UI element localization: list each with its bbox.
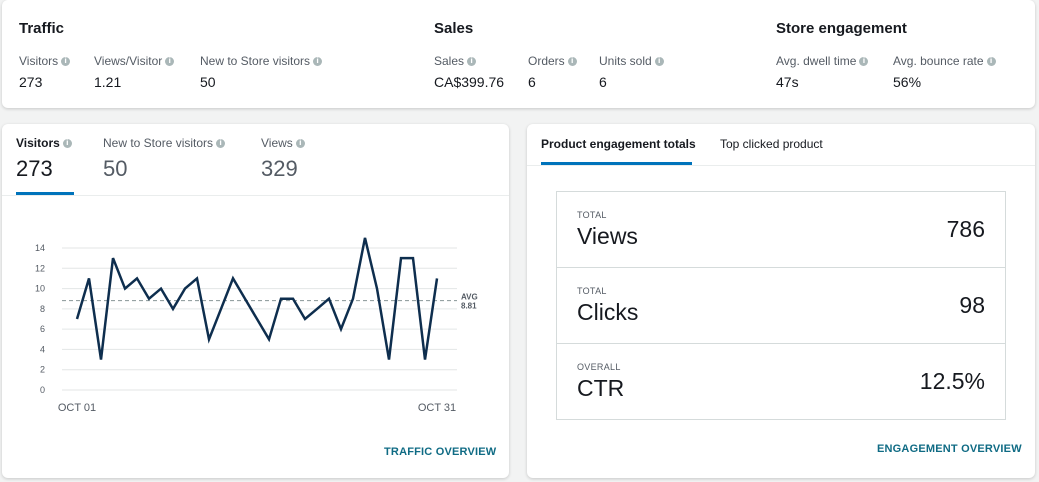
metric-label: Orders	[528, 54, 565, 68]
metric-value: 273	[19, 74, 43, 90]
stat-name: CTR	[577, 375, 625, 401]
summary-card: Traffic Visitors i 273 Views/Visitor i 1.2…	[2, 0, 1035, 108]
stat-name: Clicks	[577, 299, 639, 325]
metric-sales: Sales i CA$399.76	[434, 54, 504, 90]
tab-new-to-store-visitors[interactable]: New to Store visitors i 50	[103, 136, 226, 182]
active-tab-indicator	[541, 162, 692, 165]
tab-visitors[interactable]: Visitors i 273	[16, 136, 72, 182]
avg-label: AVG	[461, 293, 478, 302]
stat-value: 12.5%	[919, 368, 985, 394]
stat-name: Views	[577, 223, 638, 249]
info-icon[interactable]: i	[313, 56, 323, 66]
info-icon[interactable]: i	[295, 138, 305, 148]
metric-label: New to Store visitors	[200, 54, 311, 68]
metric-units-sold: Units sold i 6	[599, 54, 664, 90]
stat-row-clicks: TOTAL Clicks 98	[557, 268, 1005, 344]
tab-label: Visitors	[16, 136, 60, 150]
stat-value: 786	[946, 216, 985, 242]
y-tick-label: 4	[40, 344, 45, 354]
traffic-overview-link[interactable]: TRAFFIC OVERVIEW	[384, 446, 497, 458]
engagement-card: Product engagement totals Top clicked pr…	[527, 124, 1035, 478]
metric-value: 50	[200, 74, 216, 90]
y-tick-label: 6	[40, 324, 45, 334]
tab-views[interactable]: Views i 329	[261, 136, 305, 182]
metric-label: Sales	[434, 54, 465, 68]
metric-visitors: Visitors i 273	[19, 54, 71, 90]
metric-label: Visitors	[19, 54, 59, 68]
metric-new-to-store: New to Store visitors i 50	[200, 54, 323, 90]
y-tick-label: 0	[40, 385, 45, 395]
metric-label: Views/Visitor	[94, 54, 163, 68]
engagement-totals-box: TOTAL Views 786 TOTAL Clicks 98 OVERALL …	[556, 191, 1006, 420]
metric-value: 1.21	[94, 74, 122, 90]
metric-value: CA$399.76	[434, 74, 505, 90]
metric-label: Avg. dwell time	[776, 54, 857, 68]
info-icon[interactable]: i	[62, 138, 72, 148]
sales-title: Sales	[434, 20, 474, 37]
info-icon[interactable]: i	[567, 56, 577, 66]
metric-bounce-rate: Avg. bounce rate i 56%	[893, 54, 996, 90]
engagement-overview-link[interactable]: ENGAGEMENT OVERVIEW	[877, 443, 1022, 455]
info-icon[interactable]: i	[654, 56, 664, 66]
y-tick-label: 12	[35, 263, 45, 273]
metric-label: Avg. bounce rate	[893, 54, 984, 68]
traffic-chart-card: Visitors i 273 New to Store visitors i 50 …	[2, 124, 509, 478]
engagement-title: Store engagement	[776, 20, 907, 37]
tab-label: New to Store visitors	[103, 136, 214, 150]
traffic-title: Traffic	[19, 20, 65, 37]
engagement-tabs: Product engagement totals Top clicked pr…	[527, 124, 1035, 166]
metric-value: 56%	[893, 74, 922, 90]
info-icon[interactable]: i	[467, 56, 477, 66]
tab-product-engagement-totals[interactable]: Product engagement totals	[541, 137, 696, 151]
tab-value: 273	[16, 156, 53, 181]
metric-orders: Orders i 6	[528, 54, 577, 90]
metric-value: 6	[599, 74, 607, 90]
metric-dwell-time: Avg. dwell time i 47s	[776, 54, 869, 90]
stat-kicker: OVERALL	[577, 362, 621, 372]
metric-views-per-visitor: Views/Visitor i 1.21	[94, 54, 175, 90]
info-icon[interactable]: i	[216, 138, 226, 148]
stat-row-views: TOTAL Views 786	[557, 192, 1005, 268]
info-icon[interactable]: i	[859, 56, 869, 66]
y-tick-label: 14	[35, 243, 45, 253]
info-icon[interactable]: i	[61, 56, 71, 66]
active-tab-indicator	[16, 192, 74, 195]
stat-value: 98	[959, 292, 985, 318]
metric-value: 6	[528, 74, 536, 90]
stat-kicker: TOTAL	[577, 286, 607, 296]
stat-kicker: TOTAL	[577, 210, 607, 220]
tab-top-clicked-product[interactable]: Top clicked product	[720, 137, 823, 151]
y-tick-label: 8	[40, 304, 45, 314]
visitors-series-line	[75, 237, 439, 360]
avg-value: 8.81	[461, 302, 477, 311]
metric-label: Units sold	[599, 54, 652, 68]
tab-value: 50	[103, 156, 128, 181]
x-tick-label: OCT 01	[58, 402, 96, 414]
tab-label: Views	[261, 136, 293, 150]
info-icon[interactable]: i	[986, 56, 996, 66]
metric-value: 47s	[776, 74, 799, 90]
tab-value: 329	[261, 156, 298, 181]
y-tick-label: 10	[35, 284, 45, 294]
metric-tabs: Visitors i 273 New to Store visitors i 50 …	[2, 124, 509, 196]
stat-row-ctr: OVERALL CTR 12.5%	[557, 344, 1005, 420]
x-tick-label: OCT 31	[418, 402, 456, 414]
info-icon[interactable]: i	[165, 56, 175, 66]
y-tick-label: 2	[40, 365, 45, 375]
